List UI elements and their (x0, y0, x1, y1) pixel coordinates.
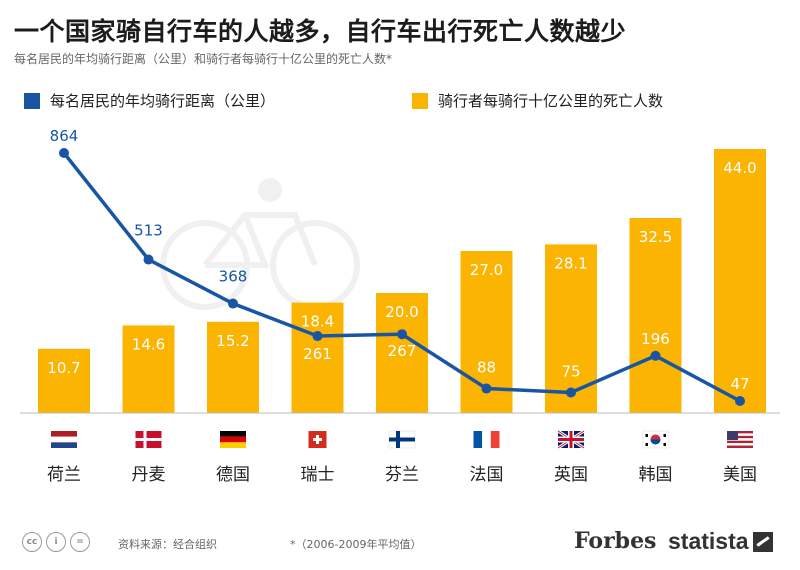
line-point (397, 329, 407, 340)
category-label: 瑞士 (301, 465, 335, 485)
line-value-label: 864 (50, 127, 79, 145)
note-text: *（2006-2009年平均值） (290, 538, 422, 551)
bar (629, 218, 682, 413)
legend-line-label: 每名居民的年均骑行距离（公里） (50, 92, 276, 110)
flag-usa-icon (727, 431, 753, 448)
chart-title: 一个国家骑自行车的人越多，自行车出行死亡人数越少 (14, 17, 627, 46)
bar-value-label: 14.6 (132, 335, 165, 353)
line-value-label: 196 (641, 330, 670, 348)
flag-finland-icon (388, 430, 416, 449)
line-point (481, 383, 492, 394)
line-point (650, 350, 661, 361)
legend-line: 每名居民的年均骑行距离（公里） (24, 90, 275, 111)
bar-value-label: 18.4 (301, 313, 334, 331)
category-label: 丹麦 (132, 465, 166, 485)
bar-value-label: 27.0 (470, 261, 503, 279)
legend-bar-label: 骑行者每骑行十亿公里的死亡人数 (438, 92, 664, 110)
flag-switzerland-icon (308, 431, 327, 448)
category-label: 英国 (554, 465, 588, 485)
statista-wordmark: statista (668, 528, 749, 554)
line-value-label: 261 (303, 345, 332, 363)
by-icon: i (46, 532, 66, 552)
flag-south-korea-icon (642, 430, 669, 449)
category-label: 荷兰 (47, 465, 81, 485)
line-value-label: 267 (388, 342, 417, 360)
category-label: 法国 (470, 465, 504, 485)
line-point (59, 148, 69, 158)
line-point (143, 254, 154, 265)
flag-germany-icon (220, 431, 246, 448)
bar-value-label: 10.7 (47, 359, 80, 377)
line-value-label: 47 (730, 375, 749, 393)
line-value-label: 75 (561, 363, 580, 381)
bar-value-label: 32.5 (639, 228, 672, 246)
category-label: 美国 (723, 465, 757, 485)
bar (714, 149, 766, 413)
cyclist-watermark-icon (160, 178, 360, 310)
license-icons: cc i = (22, 532, 90, 552)
line-point (312, 331, 323, 342)
line-value-label: 513 (134, 222, 163, 240)
legend-line-swatch (24, 92, 40, 109)
bar-value-label: 15.2 (216, 332, 249, 350)
statista-logo: statista (668, 528, 773, 555)
bar (291, 302, 344, 413)
forbes-logo: Forbes (574, 528, 657, 554)
statista-icon (752, 531, 773, 552)
category-label: 德国 (216, 465, 250, 485)
line-point (566, 387, 576, 398)
line-value-label: 368 (219, 268, 248, 286)
line-value-label: 88 (477, 359, 496, 377)
category-label: 芬兰 (385, 465, 419, 485)
bar (207, 321, 259, 413)
flag-netherlands-icon (51, 431, 77, 448)
chart-subtitle: 每名居民的年均骑行距离（公里）和骑行者每骑行十亿公里的死亡人数* (14, 52, 393, 66)
bar (376, 293, 428, 413)
source-text: 资料来源：经合组织 (118, 538, 217, 551)
category-label: 韩国 (639, 465, 673, 485)
bar (122, 325, 175, 413)
legend-bar: 骑行者每骑行十亿公里的死亡人数 (412, 90, 663, 111)
line-point (228, 298, 238, 309)
bar (38, 348, 90, 413)
bar-value-label: 28.1 (554, 254, 587, 272)
flag-uk-icon (557, 429, 585, 450)
nd-icon: = (70, 532, 90, 552)
flag-france-icon (473, 431, 500, 448)
bar-value-label: 20.0 (385, 303, 418, 321)
cc-icon: cc (22, 532, 42, 552)
legend-bar-swatch (412, 92, 428, 109)
line-point (735, 396, 745, 406)
flag-denmark-icon (135, 431, 162, 448)
bar-value-label: 44.0 (723, 159, 756, 177)
